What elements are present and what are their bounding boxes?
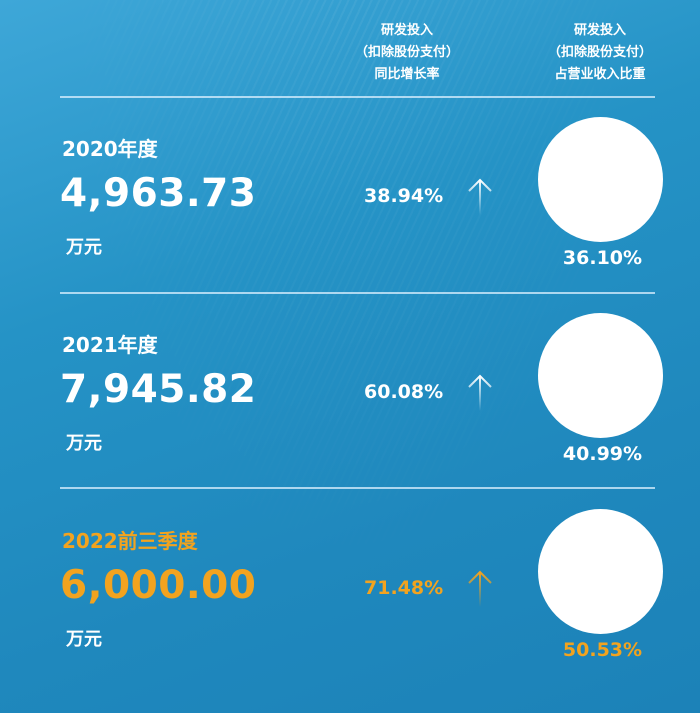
growth-column-header: 研发投入 （扣除股份支付） 同比增长率 xyxy=(322,20,492,86)
row-2021: 2021年度 7,945.82 万元 60.08% 40.99% xyxy=(0,293,700,489)
revenue-ratio: 40.99% xyxy=(562,443,643,465)
divider xyxy=(60,487,655,489)
year-label: 2020年度 xyxy=(62,137,158,161)
header-line: 研发投入 xyxy=(380,23,433,38)
growth-rate: 71.48% xyxy=(364,577,444,599)
header-line: 同比增长率 xyxy=(374,67,440,82)
header-line: 占营业收入比重 xyxy=(554,67,646,82)
header-line: 研发投入 xyxy=(573,23,626,38)
ratio-circle xyxy=(538,117,663,242)
revenue-ratio: 36.10% xyxy=(562,247,643,269)
row-2022-q3: 2022前三季度 6,000.00 万元 71.48% 50.53% xyxy=(0,489,700,685)
growth-rate: 60.08% xyxy=(364,381,444,403)
unit-label: 万元 xyxy=(66,433,102,454)
rd-amount: 4,963.73 xyxy=(60,171,257,216)
year-label: 2021年度 xyxy=(62,333,158,357)
arrow-up-icon xyxy=(468,570,492,607)
divider xyxy=(60,292,655,294)
header-line: （扣除股份支付） xyxy=(354,45,459,60)
arrow-up-icon xyxy=(468,178,492,215)
rd-amount: 7,945.82 xyxy=(60,367,257,412)
growth-rate: 38.94% xyxy=(364,185,444,207)
ratio-circle xyxy=(538,509,663,634)
ratio-circle xyxy=(538,313,663,438)
unit-label: 万元 xyxy=(66,629,102,650)
arrow-up-icon xyxy=(468,374,492,411)
ratio-column-header: 研发投入 （扣除股份支付） 占营业收入比重 xyxy=(515,20,685,86)
year-label: 2022前三季度 xyxy=(62,529,198,553)
unit-label: 万元 xyxy=(66,237,102,258)
row-2020: 2020年度 4,963.73 万元 38.94% 36.10% xyxy=(0,97,700,293)
header-line: （扣除股份支付） xyxy=(547,45,652,60)
divider xyxy=(60,96,655,98)
rd-amount: 6,000.00 xyxy=(60,563,257,608)
revenue-ratio: 50.53% xyxy=(562,639,643,661)
